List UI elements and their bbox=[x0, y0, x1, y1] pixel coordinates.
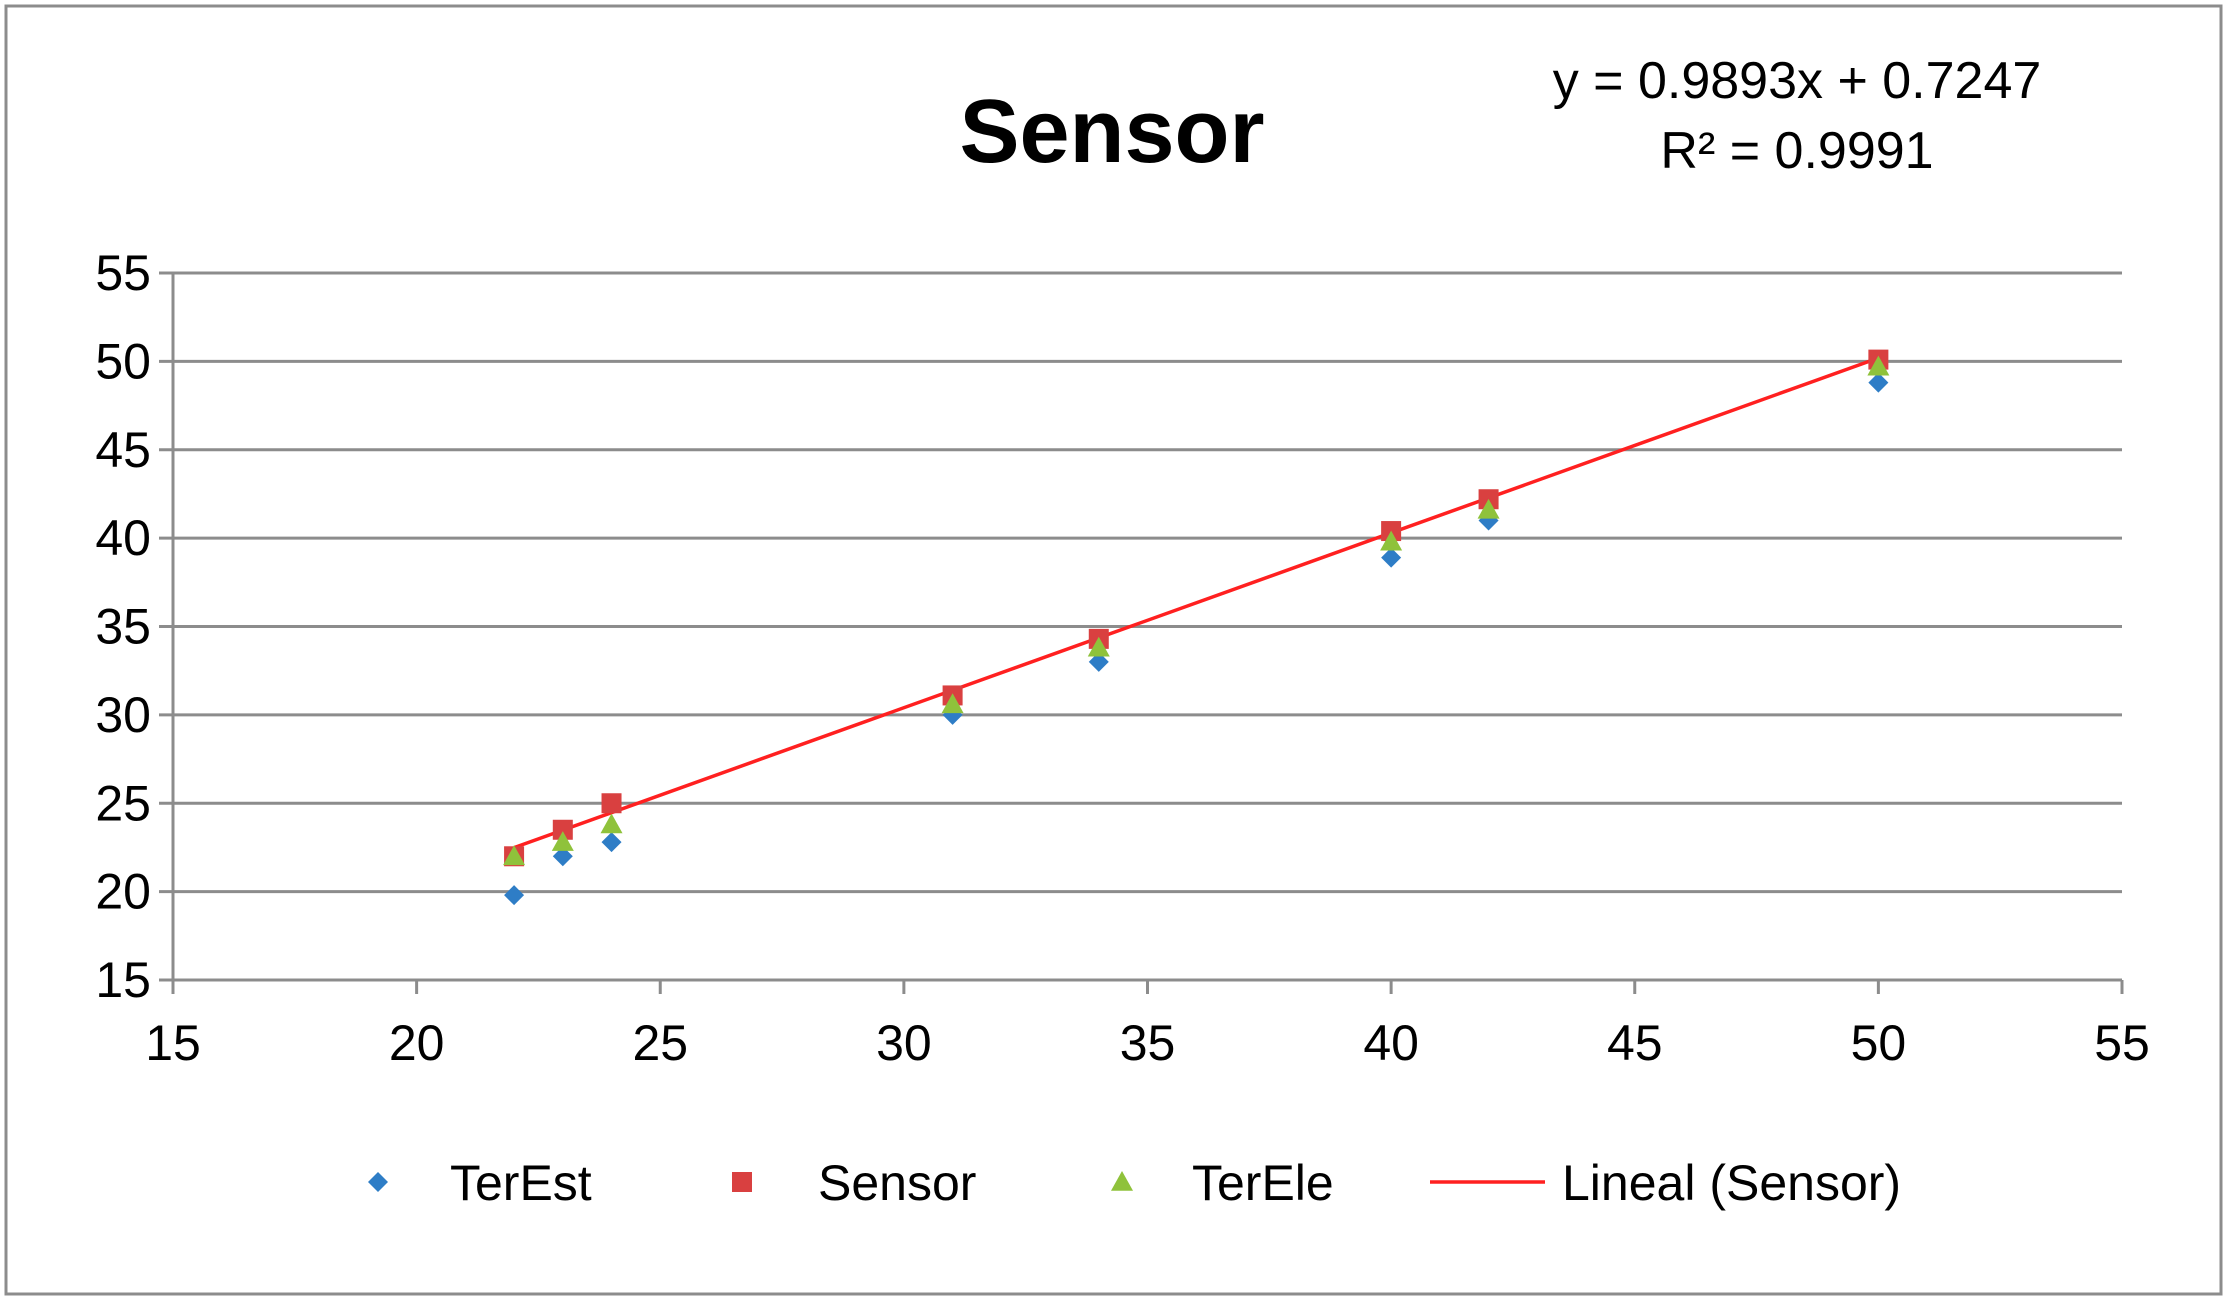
data-point-terest bbox=[601, 832, 622, 853]
y-tick-label: 25 bbox=[95, 775, 151, 831]
legend-label-terele: TerEle bbox=[1192, 1155, 1334, 1211]
y-tick-label: 35 bbox=[95, 599, 151, 655]
legend-marker-sensor bbox=[732, 1172, 752, 1192]
trendline bbox=[513, 356, 1879, 850]
legend-marker-terele bbox=[1111, 1171, 1133, 1191]
data-point-terele bbox=[1867, 355, 1890, 376]
y-tick-label: 20 bbox=[95, 864, 151, 920]
data-point-terele bbox=[551, 831, 574, 851]
data-point-terele bbox=[1380, 530, 1403, 551]
x-tick-label: 15 bbox=[145, 1015, 201, 1071]
data-point-terele bbox=[1087, 636, 1110, 657]
gridlines bbox=[173, 271, 2122, 894]
legend-marker-terest bbox=[368, 1172, 388, 1192]
x-tick-label: 30 bbox=[876, 1015, 932, 1071]
trendline-equation: y = 0.9893x + 0.7247 bbox=[1553, 52, 2042, 110]
data-point-terest bbox=[1088, 651, 1109, 672]
legend-label-terest: TerEst bbox=[450, 1155, 592, 1211]
data-point-terest bbox=[1381, 547, 1402, 568]
data-point-terele bbox=[503, 845, 526, 866]
trendline-layer bbox=[513, 356, 1879, 850]
data-points bbox=[503, 349, 1890, 906]
x-tick-label: 35 bbox=[1120, 1015, 1176, 1071]
x-tick-label: 55 bbox=[2094, 1015, 2150, 1071]
data-point-terele bbox=[941, 693, 964, 714]
trendline-r-squared: R² = 0.9991 bbox=[1660, 122, 1933, 180]
data-point-terest bbox=[552, 846, 573, 867]
data-point-terele bbox=[600, 813, 623, 834]
legend: TerEst Sensor TerEle Lineal (Sensor) bbox=[368, 1155, 1901, 1211]
x-tick-label: 45 bbox=[1607, 1015, 1663, 1071]
data-point-sensor bbox=[552, 819, 573, 840]
y-tick-label: 40 bbox=[95, 510, 151, 566]
data-point-terest bbox=[1868, 372, 1889, 393]
x-tick-label: 25 bbox=[632, 1015, 688, 1071]
x-tick-label: 50 bbox=[1851, 1015, 1907, 1071]
data-point-sensor bbox=[601, 793, 622, 814]
y-tick-label: 30 bbox=[95, 687, 151, 743]
y-tick-label: 55 bbox=[95, 245, 151, 301]
x-tick-label: 20 bbox=[389, 1015, 445, 1071]
y-tick-label: 15 bbox=[95, 952, 151, 1008]
chart-border bbox=[4, 4, 2223, 1296]
x-tick-label: 40 bbox=[1363, 1015, 1419, 1071]
y-tick-label: 50 bbox=[95, 333, 151, 389]
chart-title: Sensor bbox=[959, 82, 1264, 182]
axes: 15 20 25 30 35 40 45 50 55 15 20 25 30 35 40 45 50 55 bbox=[95, 245, 2149, 1071]
data-point-terele bbox=[1477, 498, 1500, 519]
legend-label-sensor: Sensor bbox=[818, 1155, 976, 1211]
data-point-terest bbox=[504, 885, 525, 906]
y-tick-label: 45 bbox=[95, 422, 151, 478]
legend-label-lineal-sensor: Lineal (Sensor) bbox=[1562, 1155, 1901, 1211]
